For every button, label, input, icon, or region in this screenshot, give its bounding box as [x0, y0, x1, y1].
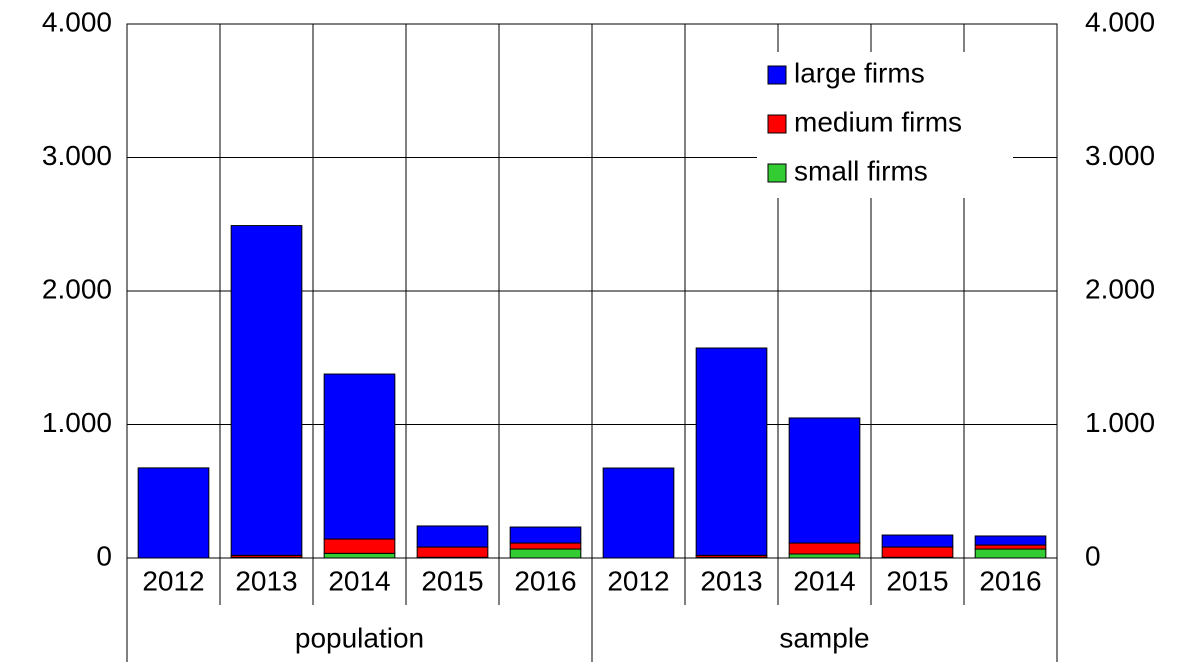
x-tick-label: 2015: [421, 565, 483, 596]
x-tick-label: 2015: [886, 565, 948, 596]
bar-segment: [323, 552, 396, 559]
x-tick-label: 2016: [979, 565, 1041, 596]
bar-segment: [602, 467, 675, 559]
bar-segment: [974, 535, 1047, 546]
x-tick-label: 2013: [235, 565, 297, 596]
legend-swatch: [767, 65, 787, 85]
bar-segment: [230, 225, 303, 556]
bar-segment: [323, 538, 396, 554]
plot-frame: [126, 23, 1058, 559]
y2-tick-label: 2.000: [1085, 273, 1155, 304]
bar-segment: [137, 467, 210, 559]
x-tick-label: 2016: [514, 565, 576, 596]
bar-segment: [509, 526, 582, 544]
bar-segment: [881, 534, 954, 548]
bar-segment: [695, 347, 768, 556]
bar-segment: [788, 417, 861, 544]
y-tick-label: 3.000: [42, 140, 112, 171]
x-tick-label: 2012: [607, 565, 669, 596]
bar-segment: [509, 542, 582, 550]
legend-box: [757, 52, 1013, 198]
bar-segment: [788, 553, 861, 559]
legend-label: medium firms: [794, 106, 962, 137]
y-tick-label: 4.000: [42, 6, 112, 37]
bar-segment: [788, 542, 861, 555]
bar-segment: [509, 548, 582, 559]
y-tick-label: 2.000: [42, 273, 112, 304]
y-tick-label: 1.000: [42, 407, 112, 438]
group-label: population: [295, 622, 424, 653]
group-label: sample: [779, 622, 869, 653]
y2-tick-label: 0: [1085, 540, 1101, 571]
legend-swatch: [767, 114, 787, 134]
bar-segment: [974, 548, 1047, 559]
y2-tick-label: 1.000: [1085, 407, 1155, 438]
legend-label: small firms: [794, 155, 928, 186]
bar-segment: [416, 525, 489, 548]
bar-segment: [974, 544, 1047, 550]
legend-swatch: [767, 163, 787, 183]
legend-label: large firms: [794, 57, 925, 88]
y2-tick-label: 3.000: [1085, 140, 1155, 171]
x-tick-label: 2014: [793, 565, 855, 596]
y-tick-label: 0: [96, 540, 112, 571]
bar-segment: [416, 546, 489, 558]
x-tick-label: 2012: [142, 565, 204, 596]
bar-segment: [323, 373, 396, 540]
x-tick-label: 2013: [700, 565, 762, 596]
y2-tick-label: 4.000: [1085, 6, 1155, 37]
bar-segment: [881, 546, 954, 558]
x-tick-label: 2014: [328, 565, 390, 596]
